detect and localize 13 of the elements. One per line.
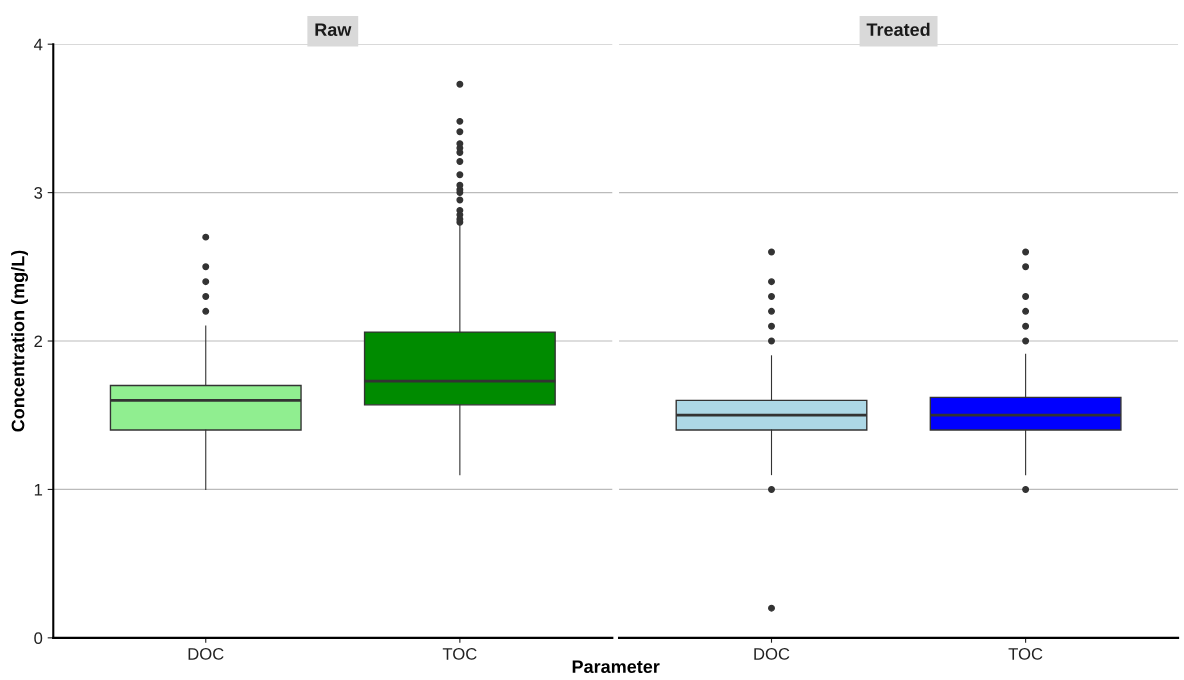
x-tick-label: DOC bbox=[188, 648, 224, 660]
y-tick-label: 4 bbox=[33, 38, 43, 51]
y-tick-label: 1 bbox=[34, 484, 43, 496]
chart-title: Raw bbox=[315, 23, 352, 37]
y-tick-label: 0 bbox=[34, 632, 43, 645]
y-tick-label: 2 bbox=[34, 335, 43, 348]
x-axis-title: Parameter bbox=[572, 660, 660, 674]
x-tick-label: TOC bbox=[1008, 648, 1043, 660]
x-tick-label: TOC bbox=[442, 648, 477, 660]
chart-title: Treated bbox=[866, 22, 930, 37]
y-axis-title: Concentration (mg/L) bbox=[11, 250, 29, 432]
y-tick-label: 3 bbox=[34, 187, 43, 199]
x-tick-label: DOC bbox=[754, 648, 790, 660]
